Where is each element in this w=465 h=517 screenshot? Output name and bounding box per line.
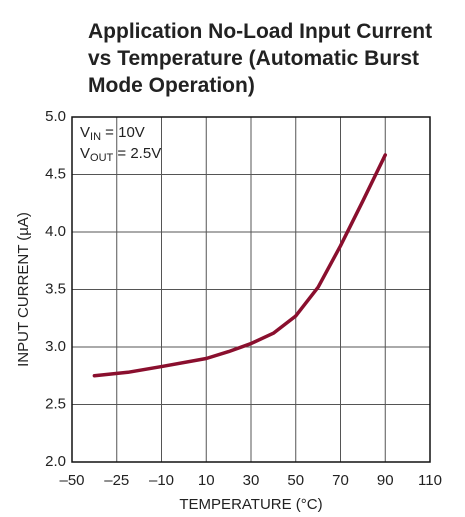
annotation-sub: IN bbox=[90, 131, 101, 143]
y-tick-label: 4.0 bbox=[45, 223, 66, 240]
annotation: VOUT = 2.5V bbox=[80, 145, 161, 164]
x-tick-label: 10 bbox=[198, 472, 215, 489]
y-tick-label: 5.0 bbox=[45, 108, 66, 125]
annotation: VIN = 10V bbox=[80, 124, 145, 143]
annotation-sub: OUT bbox=[90, 152, 114, 164]
x-tick-label: 70 bbox=[332, 472, 349, 489]
annotation-rest: = 2.5V bbox=[113, 145, 161, 162]
annotation-main: V bbox=[80, 145, 90, 162]
y-tick-label: 3.0 bbox=[45, 338, 66, 355]
x-axis-title: TEMPERATURE (°C) bbox=[179, 496, 322, 513]
chart-title: Mode Operation) bbox=[88, 74, 255, 97]
y-tick-label: 2.5 bbox=[45, 395, 66, 412]
annotation-main: V bbox=[80, 124, 90, 141]
x-tick-label: 30 bbox=[243, 472, 260, 489]
y-axis-title: INPUT CURRENT (µA) bbox=[15, 212, 32, 367]
plot-border bbox=[71, 116, 431, 463]
y-tick-label: 2.0 bbox=[45, 453, 66, 470]
x-tick-label: 90 bbox=[377, 472, 394, 489]
chart-title: Application No-Load Input Current bbox=[88, 20, 432, 43]
x-tick-label: 110 bbox=[418, 472, 442, 489]
annotation-rest: = 10V bbox=[101, 124, 145, 141]
y-tick-label: 3.5 bbox=[45, 280, 66, 297]
data-line bbox=[92, 153, 387, 378]
x-tick-label: –25 bbox=[104, 472, 129, 489]
x-tick-label: –10 bbox=[149, 472, 174, 489]
y-tick-label: 4.5 bbox=[45, 165, 66, 182]
chart-title: vs Temperature (Automatic Burst bbox=[88, 47, 419, 70]
x-tick-label: 50 bbox=[287, 472, 304, 489]
x-tick-label: –50 bbox=[59, 472, 84, 489]
